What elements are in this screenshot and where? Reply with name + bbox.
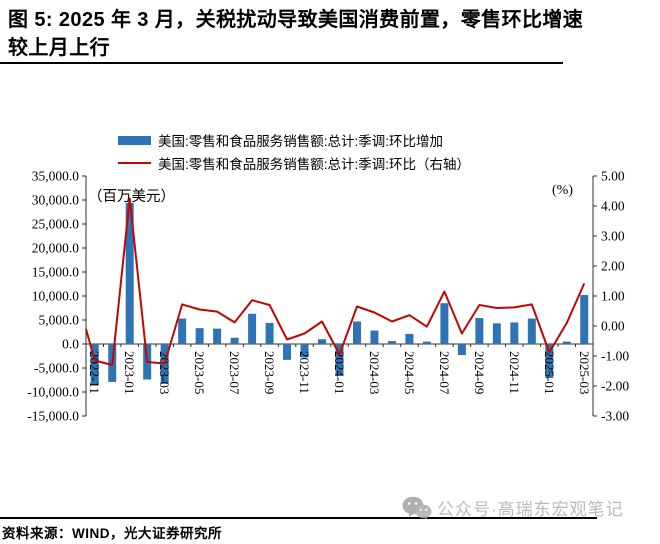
figure-title: 图 5: 2025 年 3 月，关税扰动导致美国消费前置，零售环比增速 较上月上…: [8, 6, 658, 62]
bar-2023-07: [230, 337, 239, 344]
bar-2024-12: [527, 318, 536, 344]
left-axis-tick-label: 15,000.0: [32, 265, 80, 280]
x-tick-label: 2023-03: [157, 351, 172, 394]
x-tick-label: 2024-03: [367, 351, 382, 394]
bar-2023-06: [213, 328, 222, 344]
right-axis-tick-label: 5.00: [601, 169, 625, 184]
bar-2025-01: [545, 344, 554, 379]
x-tick-label: 2023-11: [297, 351, 312, 394]
bar-2024-09: [475, 318, 484, 344]
right-axis-tick-label: -1.00: [601, 349, 629, 364]
right-axis-tick-label: 0.00: [601, 319, 625, 334]
title-divider: [0, 62, 563, 64]
bar-2024-04: [387, 341, 396, 344]
mom-percent-line: [85, 197, 586, 366]
bar-2025-03: [580, 295, 589, 344]
left-axis-tick-label: 30,000.0: [32, 193, 80, 208]
legend-item-line: 美国:零售和食品服务销售额:总计:季调:环比（右轴）: [118, 156, 471, 172]
wechat-icon: [402, 496, 432, 520]
bar-2024-06: [422, 341, 431, 344]
x-tick-label: 2024-05: [402, 351, 417, 394]
right-axis-tick-label: 1.00: [601, 289, 625, 304]
line-series-label: 美国:零售和食品服务销售额:总计:季调:环比（右轴）: [158, 157, 471, 172]
bar-2023-11: [300, 344, 309, 358]
bar-2024-08: [457, 344, 466, 356]
right-axis-unit-label: (%): [552, 183, 573, 198]
bar-series-swatch: [118, 135, 151, 145]
left-axis-tick-label: 25,000.0: [32, 217, 80, 232]
x-tick-label: 2025-03: [577, 351, 592, 394]
bar-2023-05: [195, 328, 204, 344]
left-axis-unit-label: （百万美元）: [88, 188, 175, 205]
bar-2023-09: [265, 322, 274, 344]
left-axis-tick-label: 10,000.0: [32, 289, 80, 304]
left-axis-tick-label: -15,000.0: [27, 409, 79, 424]
chart-canvas: （百万美元） (%) 35,000.0 30,000.0 25,000.0 20,00…: [27, 169, 629, 424]
x-tick-label: 2023-07: [227, 351, 242, 395]
x-tick-label: 2023-09: [262, 351, 277, 394]
left-axis-tick-label: -5,000.0: [34, 361, 79, 376]
left-axis-tick-label: 35,000.0: [32, 169, 80, 184]
right-axis-tick-label: -2.00: [601, 379, 629, 394]
watermark: 公众号·高瑞东宏观笔记: [402, 495, 624, 520]
right-axis-tick-label: 3.00: [601, 229, 625, 244]
x-tick-label: 2025-01: [542, 351, 557, 394]
bar-2022-11: [90, 344, 99, 386]
watermark-text: 公众号·高瑞东宏观笔记: [437, 500, 624, 519]
x-tick-label: 2024-07: [437, 351, 452, 395]
figure-title-line2: 较上月上行: [8, 37, 110, 59]
bar-2023-12: [318, 339, 327, 344]
x-tick-label: 2024-09: [472, 351, 487, 394]
right-axis-tick-label: -3.00: [601, 409, 629, 424]
bar-2024-01: [335, 344, 344, 376]
bar-2024-03: [370, 330, 379, 344]
line-series-swatch: [118, 161, 151, 165]
left-axis-tick-label: 20,000.0: [32, 241, 80, 256]
bar-2023-10: [283, 344, 292, 360]
x-tick-label: 2024-01: [332, 351, 347, 394]
bar-2024-02: [352, 321, 361, 344]
x-tick-label: 2024-11: [507, 351, 522, 394]
footer-divider: [0, 517, 597, 519]
left-axis-tick-label: 5,000.0: [39, 313, 80, 328]
bar-2023-01: [125, 202, 134, 344]
legend-item-bar: 美国:零售和食品服务销售额:总计:季调:环比增加: [118, 133, 444, 149]
right-axis-tick-label: 4.00: [601, 199, 625, 214]
bar-2024-10: [492, 323, 501, 344]
bar-2023-04: [178, 318, 187, 344]
bar-2025-02: [562, 341, 571, 344]
bar-series-label: 美国:零售和食品服务销售额:总计:季调:环比增加: [158, 134, 444, 149]
bar-2024-11: [510, 322, 519, 344]
right-axis-tick-label: 2.00: [601, 259, 625, 274]
bar-2024-05: [405, 333, 414, 344]
left-axis-tick-label: -10,000.0: [27, 385, 79, 400]
x-tick-label: 2023-01: [122, 351, 137, 394]
bar-2023-08: [248, 313, 257, 344]
source-note: 资料来源：WIND，光大证券研究所: [2, 526, 222, 541]
bar-2024-07: [440, 303, 449, 344]
x-tick-label: 2023-05: [192, 351, 207, 394]
left-axis-tick-label: 0.0: [62, 337, 79, 352]
figure-title-line1: 图 5: 2025 年 3 月，关税扰动导致美国消费前置，零售环比增速: [8, 9, 584, 31]
